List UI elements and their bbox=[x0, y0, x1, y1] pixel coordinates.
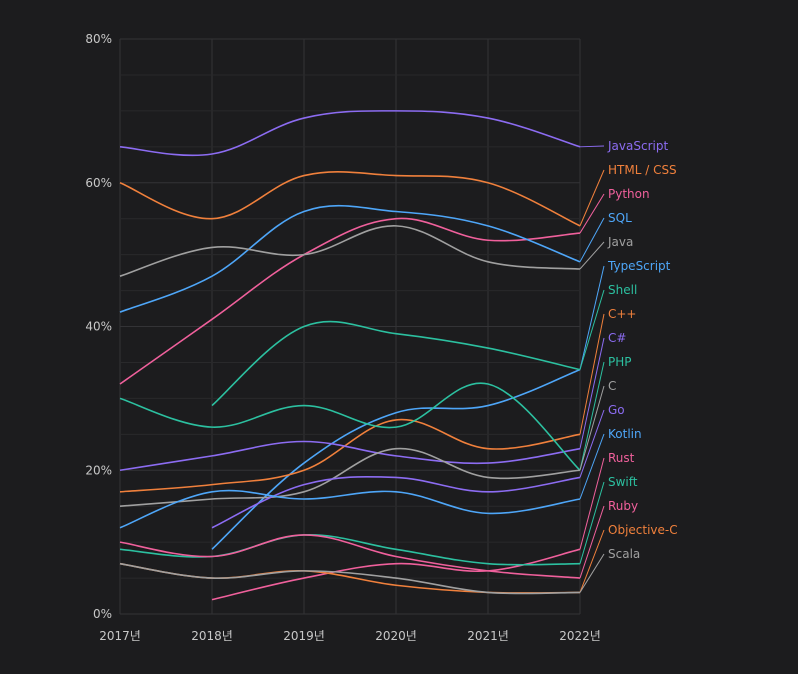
y-tick-label: 40% bbox=[85, 320, 112, 334]
y-tick-label: 0% bbox=[93, 607, 112, 621]
x-tick-label: 2017년 bbox=[99, 629, 141, 643]
x-tick-label: 2018년 bbox=[191, 629, 233, 643]
series-line-swift bbox=[119, 534, 581, 566]
series-line-python bbox=[119, 217, 581, 385]
series-label-scala: Scala bbox=[608, 547, 640, 561]
leader-line-php bbox=[579, 361, 605, 471]
series-label-c-: C++ bbox=[608, 307, 637, 321]
series-line-php bbox=[119, 382, 581, 471]
x-tick-label: 2021년 bbox=[467, 629, 509, 643]
y-tick-label: 20% bbox=[85, 463, 112, 477]
leader-line-rust bbox=[579, 457, 605, 550]
leader-line-ruby bbox=[579, 505, 605, 579]
series-line-shell bbox=[211, 320, 581, 407]
leader-line-shell bbox=[579, 289, 605, 370]
series-label-php: PHP bbox=[608, 355, 632, 369]
series-label-java: Java bbox=[607, 235, 633, 249]
series-line-java bbox=[119, 225, 581, 277]
leader-line-c- bbox=[579, 313, 605, 435]
x-tick-label: 2022년 bbox=[559, 629, 601, 643]
series-label-shell: Shell bbox=[608, 283, 637, 297]
series-label-kotlin: Kotlin bbox=[608, 427, 642, 441]
series-label-c-: C# bbox=[608, 331, 626, 345]
series-label-python: Python bbox=[608, 187, 650, 201]
leader-line-html-css bbox=[579, 169, 605, 227]
series-label-html-css: HTML / CSS bbox=[608, 163, 677, 177]
series-label-swift: Swift bbox=[608, 475, 638, 489]
series-line-scala bbox=[119, 562, 581, 595]
series-label-go: Go bbox=[608, 403, 625, 417]
series-label-objective-c: Objective-C bbox=[608, 523, 678, 537]
y-tick-label: 80% bbox=[85, 32, 112, 46]
series-label-sql: SQL bbox=[608, 211, 632, 225]
series-line-html-css bbox=[119, 171, 581, 227]
series-lines bbox=[119, 110, 581, 601]
leader-line-javascript bbox=[579, 145, 605, 148]
y-tick-label: 60% bbox=[85, 176, 112, 190]
series-label-c: C bbox=[608, 379, 616, 393]
leader-line-scala bbox=[579, 553, 605, 593]
series-label-javascript: JavaScript bbox=[607, 139, 668, 153]
leader-line-objective-c bbox=[579, 529, 605, 593]
leader-line-typescript bbox=[579, 265, 605, 370]
x-tick-label: 2020년 bbox=[375, 629, 417, 643]
leader-line-c- bbox=[579, 337, 605, 449]
series-line-javascript bbox=[119, 110, 581, 157]
series-label-rust: Rust bbox=[608, 451, 635, 465]
series-line-ruby bbox=[119, 534, 581, 579]
series-label-typescript: TypeScript bbox=[607, 259, 671, 273]
series-line-sql bbox=[119, 204, 581, 313]
leader-line-sql bbox=[579, 217, 605, 263]
grid bbox=[119, 38, 581, 615]
series-label-ruby: Ruby bbox=[608, 499, 638, 513]
x-tick-label: 2019년 bbox=[283, 629, 325, 643]
leader-line-go bbox=[579, 409, 605, 478]
series-line-c- bbox=[119, 440, 581, 472]
leader-line-kotlin bbox=[579, 433, 605, 500]
leader-line-swift bbox=[579, 481, 605, 564]
series-line-c bbox=[119, 447, 581, 507]
leader-line-c bbox=[579, 385, 605, 471]
series-line-c- bbox=[119, 418, 581, 493]
series-line-go bbox=[211, 475, 581, 529]
leader-line-python bbox=[579, 193, 605, 234]
series-line-rust bbox=[211, 548, 581, 601]
series-line-kotlin bbox=[119, 489, 581, 529]
leader-line-java bbox=[579, 241, 605, 270]
